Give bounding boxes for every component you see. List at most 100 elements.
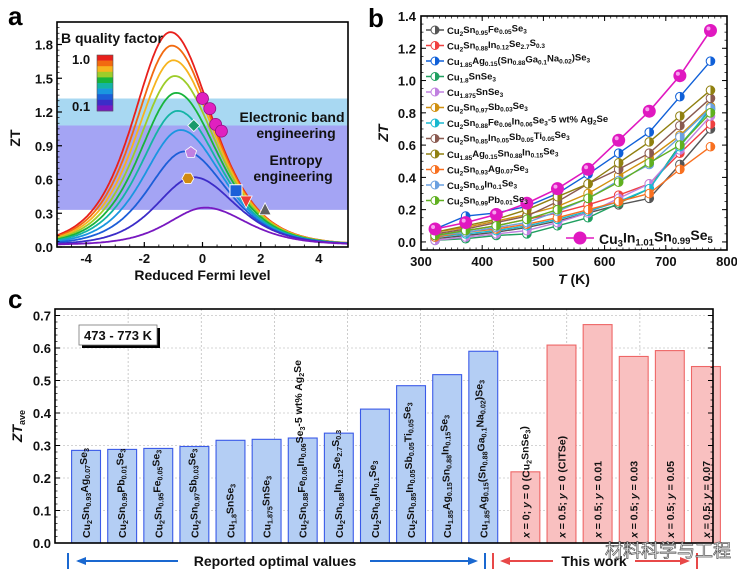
label-fragment: 0.06 <box>499 122 512 129</box>
x-tick-label: -4 <box>80 251 92 266</box>
y-tick-label: 1.2 <box>35 105 53 120</box>
y-tick-label: 1.2 <box>398 41 416 56</box>
bar-label: Cu2​Sn0.97​Sb0.03​Se3​ <box>187 449 203 538</box>
colorbar-swatch <box>97 77 113 84</box>
label-fragment: 2.7 <box>336 447 344 457</box>
zt-curve-B-0.2 <box>56 176 349 245</box>
watermark: 材料科学与工程 <box>605 541 731 561</box>
label-fragment: Se <box>513 163 525 174</box>
legend-marker-half <box>435 134 439 143</box>
data-point-half <box>710 85 715 95</box>
panel-label-c: c <box>8 284 22 314</box>
label-fragment: 0.1 <box>373 477 381 487</box>
data-point-highlight <box>675 71 680 76</box>
label-fragment: Na <box>547 54 560 65</box>
bar-label: Cu2​Sn0.99​Pb0.01​Se3​ <box>114 449 130 538</box>
data-point-highlight <box>431 225 436 230</box>
legend-label: Cu2​Sn0.93​Ag0.07​Se3​ <box>447 163 529 177</box>
bar-x = 0.5; y = 0.07 <box>690 365 721 544</box>
label-fragment: Sn <box>116 507 128 520</box>
label-fragment: Sb <box>403 456 415 469</box>
label-fragment: 3 <box>479 380 487 384</box>
y-tick-label: 0.6 <box>35 173 53 188</box>
label-fragment: 0.88 <box>338 493 346 507</box>
label-fragment: 2 <box>194 520 202 524</box>
group-label-this-work: This work <box>561 553 627 569</box>
label-fragment: Sn <box>463 103 475 114</box>
series-line <box>434 105 711 233</box>
bar-label: Cu2​Sn0.85​In0.05​Sb0.05​Ti0.05​Se3​ <box>401 402 419 538</box>
bar-label: x = 0.5; y = 0.03 <box>629 461 641 539</box>
label-fragment: y <box>701 492 713 500</box>
label-fragment: y <box>593 492 605 500</box>
bar-x = 0.5; y = 0.05 <box>654 350 685 544</box>
legend-marker-half <box>435 165 439 174</box>
marker-square <box>229 184 243 198</box>
label-fragment: Fe <box>296 480 308 492</box>
arrow-right-icon <box>468 557 478 565</box>
label-fragment: 3 <box>618 239 623 250</box>
data-point-half <box>618 158 623 168</box>
label-fragment: In <box>488 40 497 51</box>
label-fragment: Cu <box>447 26 460 37</box>
annotation-box <box>78 324 158 346</box>
legend-label: Cu1.85​Ag0.15​Sn0.88​In0.15​Se3​ <box>447 147 559 162</box>
x-tick-label: 300 <box>410 254 432 269</box>
label-fragment: Sn <box>440 469 452 482</box>
label-fragment: = 0; <box>520 508 532 532</box>
data-point-half <box>649 158 654 168</box>
label-fragment: 0.02 <box>559 58 572 65</box>
legend-label: Cu2​Sn0.88​Fe0.06​In0.06​Se3​-5 wt% Ag2​… <box>447 114 608 131</box>
data-point-half <box>679 121 685 131</box>
label-fragment: 0.88 <box>475 45 488 52</box>
label-fragment: 0.12 <box>496 45 509 52</box>
label-fragment: 0.05 <box>542 136 555 143</box>
label-fragment: 2.7 <box>521 44 530 51</box>
label-fragment: )Se <box>474 384 486 401</box>
series-line <box>435 107 712 238</box>
legend-marker-half <box>435 103 439 112</box>
y-tick-label: 0.8 <box>398 106 416 121</box>
label-fragment: Se <box>543 147 555 158</box>
x-axis-label: T (K) <box>558 271 590 287</box>
colorbar-swatch <box>97 94 113 101</box>
label-fragment: 1.85 <box>483 510 491 524</box>
legend-label: Cu2​Sn0.95​Fe0.05​Se3​ <box>447 23 527 37</box>
data-point-half <box>496 221 501 231</box>
label-fragment: (Sn <box>497 55 513 66</box>
x-axis-label-var: T <box>558 271 568 287</box>
label-fragment: 2 <box>525 460 533 464</box>
bar-Cu1.85Ag0.15(Sn0.88Ga0.1Na0.02)Se3 <box>468 350 499 544</box>
label-fragment: Cu <box>334 524 346 538</box>
label-fragment: 3 <box>566 135 570 142</box>
panel-c: c Cu2​Sn0.93​Ag0.07​Se3​ Cu2​Sn0.99​Pb0.0… <box>8 284 721 569</box>
label-fragment: Cu <box>153 524 165 538</box>
label-fragment: 0.9 <box>374 497 382 507</box>
label-fragment: 0.05 <box>408 442 416 456</box>
label-fragment: Sn <box>463 25 475 36</box>
bar-Cu2Sn0.93Ag0.07Se3 <box>71 449 102 544</box>
legend-label: Cu2​Sn0.88​In0.12​Se2.7​S0.3​ <box>447 38 545 53</box>
series-line <box>435 107 711 237</box>
label-fragment: 0.05 <box>499 29 512 36</box>
label-fragment: Ag <box>472 56 485 67</box>
data-point-half <box>618 197 623 206</box>
label-fragment: 3 <box>500 92 504 99</box>
bar-label: Cu2​Sn0.93​Ag0.07​Se3​ <box>78 448 94 538</box>
y-tick-label: 0.0 <box>33 536 51 551</box>
bar-label: x = 0.5; y = 0.05 <box>665 461 677 539</box>
y-tick-label: 0.5 <box>33 374 51 389</box>
label-fragment: 0.99 <box>121 493 129 507</box>
legend-marker-half <box>435 150 439 158</box>
label-fragment: In <box>488 133 497 144</box>
y-tick-label: 0.2 <box>398 203 416 218</box>
label-fragment: 0.85 <box>410 493 418 507</box>
series-Cu3In1.01Sn0.99Se5 <box>428 24 717 236</box>
data-point-half <box>710 119 715 129</box>
label-fragment: 3 <box>587 58 591 65</box>
bar-label: Cu1.85​Ag0.15​Sn0.88​In0.15​Se3​ <box>438 415 455 538</box>
data-point-half <box>649 189 654 198</box>
band-label-entropy: engineering <box>253 168 332 184</box>
label-fragment: 2 <box>460 124 464 131</box>
y-axis-label: ZTave <box>9 410 27 443</box>
